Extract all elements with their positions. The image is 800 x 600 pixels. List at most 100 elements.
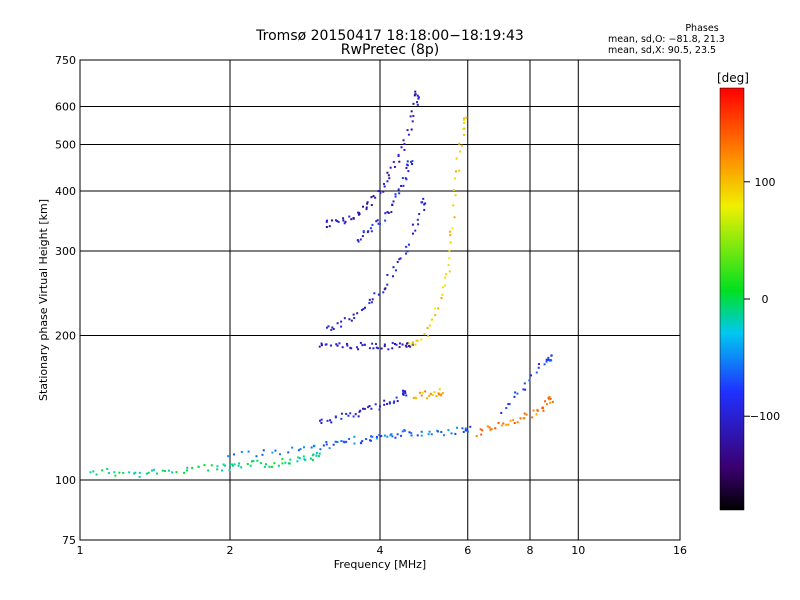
echo-point bbox=[355, 346, 358, 349]
echo-point bbox=[352, 313, 355, 316]
echo-point bbox=[334, 219, 337, 222]
y-tick-label: 750 bbox=[55, 54, 76, 67]
echo-point bbox=[240, 466, 243, 469]
echo-point bbox=[395, 396, 398, 399]
echo-point bbox=[374, 343, 377, 346]
y-axis-label: Stationary phase Virtual Height [km] bbox=[37, 199, 50, 401]
echo-point bbox=[380, 435, 383, 438]
echo-point bbox=[233, 463, 236, 466]
echo-point bbox=[370, 204, 373, 207]
echo-point bbox=[409, 115, 412, 118]
echo-point bbox=[340, 440, 343, 443]
y-tick-label: 300 bbox=[55, 245, 76, 258]
echo-point bbox=[433, 391, 436, 394]
echo-point bbox=[371, 223, 374, 226]
echo-point bbox=[128, 471, 131, 474]
echo-point bbox=[383, 399, 386, 402]
echo-point bbox=[163, 470, 166, 473]
echo-point bbox=[454, 194, 457, 197]
echo-point bbox=[133, 472, 136, 475]
echo-point bbox=[359, 409, 362, 412]
echo-point bbox=[551, 400, 554, 403]
echo-point bbox=[391, 275, 394, 278]
echo-point bbox=[358, 213, 361, 216]
echo-point bbox=[289, 458, 292, 461]
echo-point bbox=[420, 338, 423, 341]
echo-point bbox=[542, 409, 545, 412]
echo-point bbox=[407, 243, 410, 246]
echo-point bbox=[185, 469, 188, 472]
echo-point bbox=[345, 412, 348, 415]
echo-point bbox=[167, 469, 170, 472]
phase-stats-heading: Phases bbox=[685, 23, 719, 34]
echo-point bbox=[387, 348, 390, 351]
echo-point bbox=[423, 203, 426, 206]
echo-point bbox=[508, 403, 511, 406]
echo-point bbox=[475, 435, 478, 438]
echo-point bbox=[317, 455, 320, 458]
echo-point bbox=[375, 346, 378, 349]
echo-point bbox=[296, 460, 299, 463]
echo-point bbox=[502, 422, 505, 425]
echo-point bbox=[443, 434, 446, 437]
echo-point bbox=[362, 407, 365, 410]
echo-point bbox=[440, 430, 443, 433]
echo-point bbox=[545, 358, 548, 361]
echo-point bbox=[547, 398, 550, 401]
echo-point bbox=[525, 413, 528, 416]
echo-point bbox=[375, 435, 378, 438]
echo-point bbox=[444, 276, 447, 279]
echo-point bbox=[375, 220, 378, 223]
echo-point bbox=[394, 193, 397, 196]
echo-point bbox=[406, 164, 409, 167]
echo-point bbox=[325, 443, 328, 446]
echo-point bbox=[222, 463, 225, 466]
echo-point bbox=[122, 471, 125, 474]
echo-point bbox=[342, 219, 345, 222]
echo-point bbox=[92, 470, 95, 473]
echo-point bbox=[171, 471, 174, 474]
echo-point bbox=[505, 423, 508, 426]
colorbar-ticks: −100 0 100 bbox=[744, 176, 780, 423]
colorbar-gradient bbox=[719, 87, 745, 511]
echo-point bbox=[183, 471, 186, 474]
echo-point bbox=[398, 342, 401, 345]
echo-point bbox=[402, 184, 405, 187]
echo-point bbox=[505, 407, 508, 410]
echo-point bbox=[382, 182, 385, 185]
echo-point bbox=[548, 359, 551, 362]
echo-point bbox=[383, 403, 386, 406]
echo-point bbox=[402, 390, 405, 393]
echo-point bbox=[417, 223, 420, 226]
chart-subtitle: RwPretec (8p) bbox=[340, 42, 440, 58]
echo-point bbox=[402, 393, 405, 396]
echo-point bbox=[448, 250, 451, 253]
echo-point bbox=[325, 326, 328, 329]
echo-point bbox=[394, 269, 397, 272]
echo-point bbox=[366, 202, 369, 205]
echo-point bbox=[331, 219, 334, 222]
echo-point bbox=[523, 382, 526, 385]
echo-point bbox=[396, 400, 399, 403]
echo-point bbox=[497, 422, 500, 425]
echo-point bbox=[366, 201, 369, 204]
echo-point bbox=[405, 345, 408, 348]
echo-point bbox=[365, 208, 368, 211]
phase-stats: Phases mean, sd,O: −81.8, 21.3 mean, sd,… bbox=[608, 23, 778, 56]
echo-point bbox=[329, 419, 332, 422]
echo-point bbox=[376, 219, 379, 222]
echo-point bbox=[341, 346, 344, 349]
echo-point bbox=[256, 459, 259, 462]
echo-point bbox=[524, 388, 527, 391]
echo-point bbox=[416, 103, 419, 106]
echo-point bbox=[410, 432, 413, 435]
echo-point bbox=[437, 307, 440, 310]
echo-point bbox=[265, 463, 268, 466]
echo-point bbox=[382, 291, 385, 294]
y-tick-label: 75 bbox=[62, 534, 76, 547]
echo-point bbox=[315, 452, 318, 455]
echo-point bbox=[490, 428, 493, 431]
echo-point bbox=[420, 201, 423, 204]
echo-point bbox=[403, 148, 406, 151]
